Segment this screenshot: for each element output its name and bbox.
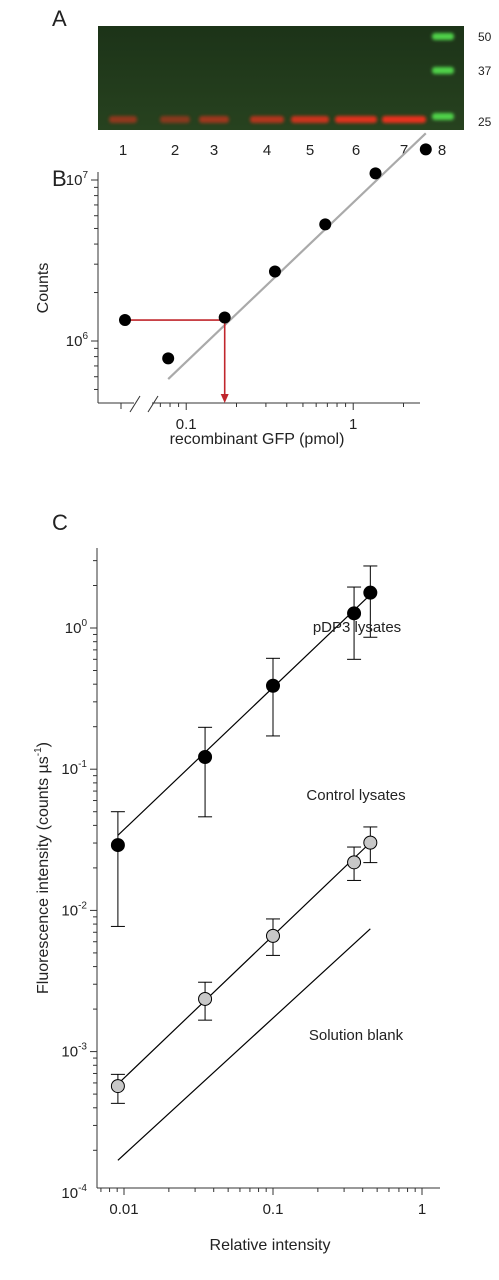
x-tick-label: 0.01 bbox=[109, 1201, 138, 1218]
y-tick-label: 10-2 bbox=[61, 900, 87, 919]
gel-band bbox=[291, 116, 329, 123]
gel-image bbox=[98, 26, 464, 130]
axis-break-mark bbox=[129, 395, 141, 413]
y-tick-label: 106 bbox=[66, 331, 89, 350]
mw-marker-label: 50 bbox=[478, 30, 492, 44]
y-tick-label: 100 bbox=[65, 618, 88, 637]
gel-band bbox=[250, 116, 284, 123]
y-tick-label: 10-1 bbox=[61, 759, 87, 778]
ladder-band bbox=[432, 113, 454, 120]
y-tick-label: 10-3 bbox=[61, 1042, 87, 1061]
x-tick-label: 1 bbox=[418, 1201, 426, 1218]
panel-a-letter: A bbox=[52, 6, 67, 31]
series-0 bbox=[110, 565, 378, 927]
fit-line bbox=[167, 132, 427, 380]
gel-background bbox=[98, 26, 464, 130]
data-point bbox=[319, 218, 332, 231]
lane-label: 4 bbox=[263, 142, 271, 159]
data-point bbox=[363, 835, 378, 850]
mw-marker-labels: 50 37 25 bbox=[478, 30, 492, 129]
data-point bbox=[363, 585, 378, 600]
series-fit-line bbox=[117, 594, 371, 836]
ladder-band bbox=[432, 33, 454, 40]
x-tick-label: 0.1 bbox=[263, 1201, 284, 1218]
y-tick-label: 10-4 bbox=[61, 1183, 87, 1202]
lane-label: 8 bbox=[438, 142, 446, 159]
y-tick-label: 107 bbox=[66, 170, 89, 189]
gel-ladder bbox=[432, 33, 454, 120]
gel-band bbox=[109, 116, 137, 123]
chart-c: 10-4 10-3 10-2 10-1 100 0.01 0.1 1 pDP3 lysates C… bbox=[33, 548, 440, 1254]
gel-band bbox=[199, 116, 229, 123]
data-point bbox=[347, 855, 362, 870]
x-tick-label: 0.1 bbox=[176, 416, 197, 433]
series-2 bbox=[117, 928, 371, 1161]
series-1 bbox=[110, 826, 378, 1104]
gel-bands bbox=[109, 116, 426, 123]
lane-label: 6 bbox=[352, 142, 360, 159]
panel-b-letter: B bbox=[52, 166, 67, 191]
ladder-band bbox=[432, 67, 454, 74]
mw-marker-label: 25 bbox=[478, 115, 492, 129]
panel-c-letter: C bbox=[52, 510, 68, 535]
data-point bbox=[419, 143, 432, 156]
data-point bbox=[110, 1079, 125, 1094]
gel-band bbox=[382, 116, 426, 123]
data-point bbox=[347, 606, 362, 621]
x-tick-label: 1 bbox=[349, 416, 357, 433]
gel-band bbox=[335, 116, 377, 123]
data-point bbox=[110, 838, 125, 853]
data-point bbox=[162, 352, 175, 365]
series-label: pDP3 lysates bbox=[313, 619, 401, 636]
lane-label: 3 bbox=[210, 142, 218, 159]
mw-marker-label: 37 bbox=[478, 64, 492, 78]
lane-label: 1 bbox=[119, 142, 127, 159]
series-fit-line bbox=[117, 842, 371, 1085]
data-point bbox=[218, 311, 231, 324]
x-axis-label: Relative intensity bbox=[210, 1237, 331, 1254]
x-axis-label: recombinant GFP (pmol) bbox=[170, 431, 345, 448]
readout-arrowhead bbox=[220, 394, 229, 403]
series-label: Solution blank bbox=[309, 1027, 404, 1044]
lane-labels: 1 2 3 4 5 6 7 8 bbox=[119, 142, 446, 159]
y-axis-label: Counts bbox=[35, 263, 52, 314]
lane-label: 5 bbox=[306, 142, 314, 159]
data-point bbox=[266, 928, 280, 943]
data-point bbox=[369, 167, 382, 180]
data-point bbox=[268, 265, 281, 278]
series-fit-line bbox=[117, 928, 371, 1161]
gel-band bbox=[160, 116, 190, 123]
data-point bbox=[266, 678, 280, 693]
unknown-point bbox=[119, 314, 131, 327]
lane-label: 7 bbox=[400, 142, 408, 159]
y-axis-label: Fluorescence intensity (counts µs-1) bbox=[33, 742, 52, 994]
series-label: Control lysates bbox=[306, 787, 405, 804]
lane-label: 2 bbox=[171, 142, 179, 159]
data-point bbox=[198, 991, 213, 1006]
axis-break-mark bbox=[147, 395, 159, 413]
data-point bbox=[198, 750, 213, 765]
